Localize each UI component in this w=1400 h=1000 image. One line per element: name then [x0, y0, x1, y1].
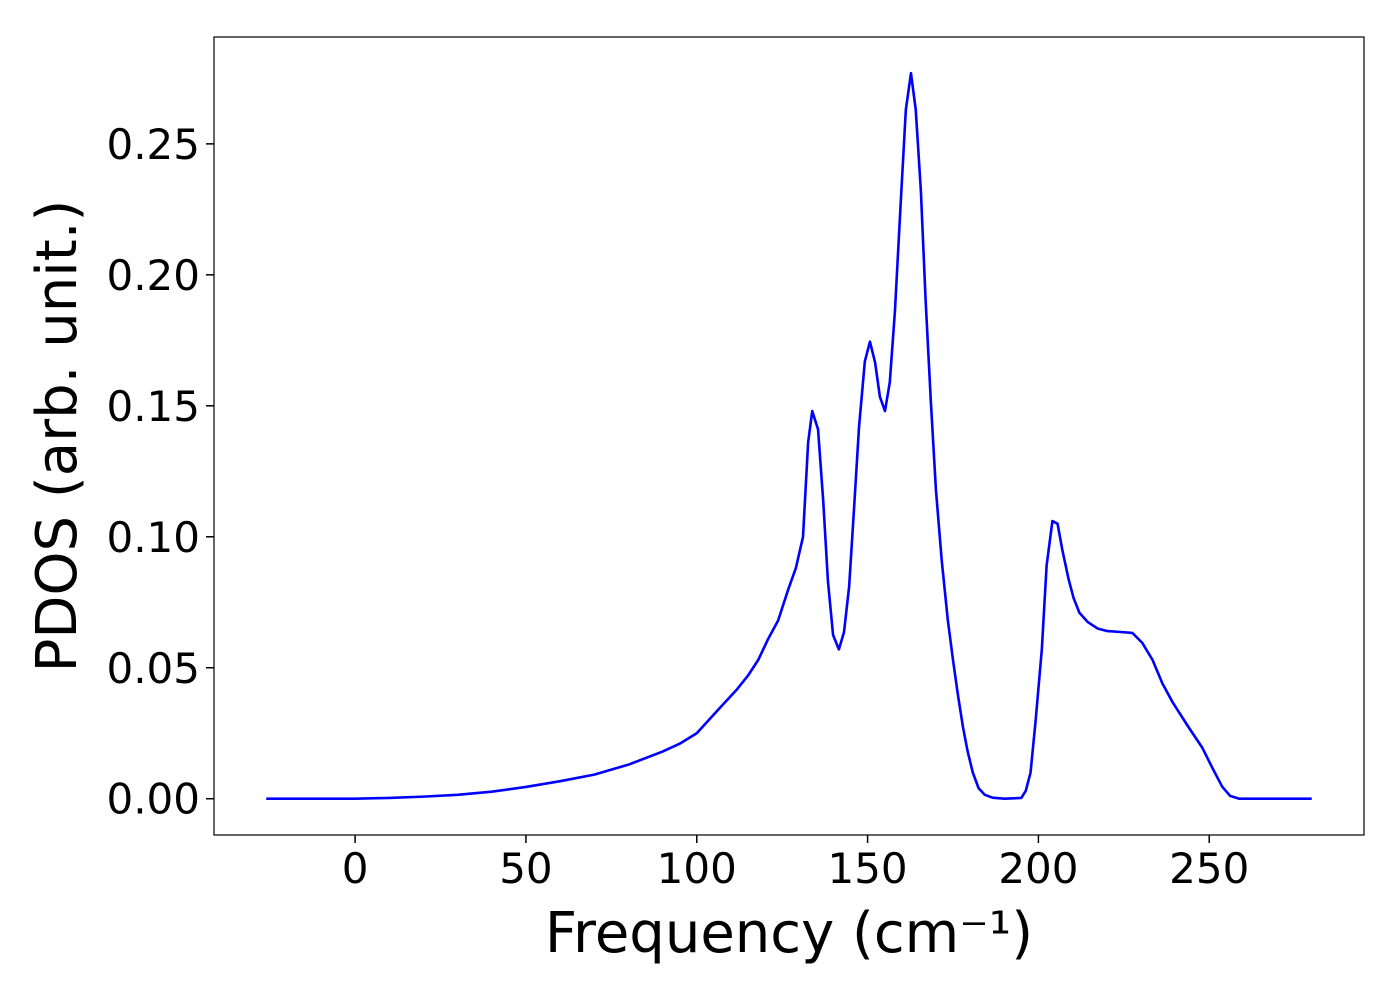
y-tick-label: 0.00: [106, 775, 200, 824]
x-tick-label: 100: [657, 844, 737, 893]
y-tick-label: 0.25: [106, 120, 200, 169]
x-axis-label: Frequency (cm⁻¹): [545, 901, 1033, 966]
y-tick-label: 0.10: [106, 513, 200, 562]
x-tick-label: 200: [998, 844, 1078, 893]
y-tick-label: 0.20: [106, 251, 200, 300]
y-tick-label: 0.05: [106, 644, 200, 693]
x-tick-label: 50: [499, 844, 552, 893]
line-series: [266, 71, 1312, 801]
x-tick-label: 150: [827, 844, 907, 893]
y-axis-label: PDOS (arb. unit.): [25, 200, 90, 673]
y-tick-label: 0.15: [106, 382, 200, 431]
plot-frame: [213, 36, 1365, 836]
x-tick-label: 250: [1169, 844, 1249, 893]
x-tick-label: 0: [342, 844, 369, 893]
